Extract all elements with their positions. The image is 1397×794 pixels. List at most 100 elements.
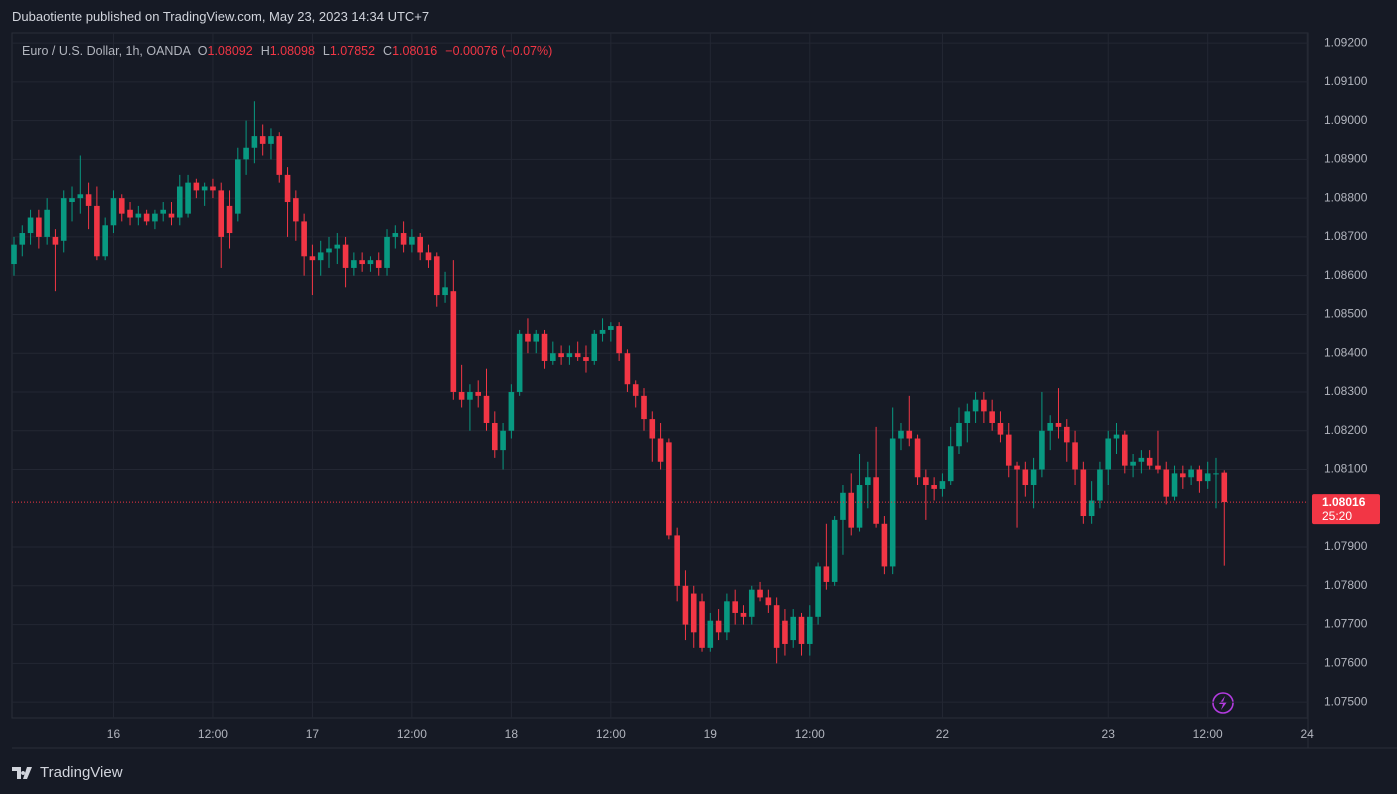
symbol: Euro / U.S. Dollar, 1h, OANDA bbox=[22, 44, 191, 58]
candle-body bbox=[616, 326, 622, 354]
candle-body bbox=[483, 395, 490, 423]
candle-body bbox=[1196, 469, 1203, 482]
candle-body bbox=[276, 136, 283, 175]
candle-body bbox=[359, 260, 365, 265]
candle-body bbox=[624, 353, 631, 385]
candle-body bbox=[1155, 465, 1161, 470]
alert-icon[interactable] bbox=[1212, 692, 1234, 714]
x-tick-label: 22 bbox=[936, 727, 950, 741]
candle-body bbox=[914, 438, 921, 478]
candle-body bbox=[641, 395, 647, 420]
candle-body bbox=[533, 333, 540, 342]
brand-logo bbox=[12, 766, 32, 779]
y-tick-label: 1.07700 bbox=[1324, 617, 1368, 631]
y-tick-label: 1.07500 bbox=[1324, 694, 1368, 708]
candle-body bbox=[226, 205, 233, 234]
candle-body bbox=[823, 566, 830, 582]
candle-body bbox=[516, 333, 523, 392]
candle-body bbox=[1030, 469, 1037, 486]
candle-body bbox=[1213, 473, 1219, 475]
candle-body bbox=[36, 217, 42, 237]
candle-body bbox=[351, 260, 357, 268]
brand[interactable]: TradingView bbox=[12, 764, 123, 781]
candle-body bbox=[782, 620, 788, 644]
candle-body bbox=[342, 244, 349, 268]
candle-body bbox=[815, 566, 821, 617]
candle-body bbox=[1121, 434, 1128, 466]
candle-body bbox=[27, 217, 34, 234]
x-tick-label: 23 bbox=[1102, 727, 1116, 741]
candle-body bbox=[740, 612, 747, 617]
candle-body bbox=[1105, 438, 1112, 470]
candle-body bbox=[1171, 473, 1178, 497]
candle-body bbox=[409, 236, 415, 245]
x-tick-label: 12:00 bbox=[397, 727, 427, 741]
candle-body bbox=[243, 147, 249, 160]
y-tick-label: 1.08700 bbox=[1324, 229, 1368, 243]
x-tick-label: 17 bbox=[306, 727, 320, 741]
candle-body bbox=[11, 244, 17, 265]
y-tick-label: 1.08300 bbox=[1324, 384, 1368, 398]
y-tick-label: 1.08800 bbox=[1324, 190, 1368, 204]
candle-body bbox=[591, 333, 598, 361]
last-price-box bbox=[1312, 494, 1380, 525]
candle-body bbox=[1130, 461, 1136, 466]
candle-body bbox=[1097, 469, 1103, 501]
candle-body bbox=[541, 333, 548, 361]
candle-body bbox=[118, 198, 125, 214]
candle-body bbox=[964, 411, 971, 423]
candle-body bbox=[690, 593, 697, 633]
y-tick-label: 1.08400 bbox=[1324, 345, 1368, 359]
candle-body bbox=[1088, 500, 1095, 517]
candle-body bbox=[558, 353, 564, 358]
candle-body bbox=[931, 485, 937, 489]
candle-body bbox=[865, 477, 871, 486]
y-tick-label: 1.09000 bbox=[1324, 113, 1368, 127]
y-tick-label: 1.08500 bbox=[1324, 307, 1368, 321]
candle-body bbox=[367, 260, 374, 265]
candle-body bbox=[574, 353, 581, 358]
candle-body bbox=[392, 233, 399, 237]
publish-title: Dubaotiente published on TradingView.com… bbox=[12, 9, 430, 24]
candle-body bbox=[1113, 434, 1120, 439]
candle-body bbox=[806, 616, 813, 644]
candle-body bbox=[757, 589, 763, 598]
x-tick-label: 19 bbox=[704, 727, 718, 741]
candle-body bbox=[251, 136, 258, 148]
alert-bolt bbox=[1219, 696, 1227, 710]
candle-body bbox=[508, 391, 515, 431]
candle-body bbox=[881, 523, 888, 567]
candle-body bbox=[666, 442, 672, 536]
candle-body bbox=[268, 136, 274, 144]
low-value: 1.07852 bbox=[329, 44, 376, 58]
candle-body bbox=[110, 198, 117, 226]
candle-body bbox=[649, 419, 656, 439]
candle-body bbox=[765, 597, 772, 606]
candle-body bbox=[632, 384, 639, 396]
candle-body bbox=[1039, 430, 1045, 470]
brand-name: TradingView bbox=[40, 764, 123, 781]
candle-body bbox=[923, 477, 929, 486]
candle-body bbox=[375, 260, 382, 268]
x-tick-label: 12:00 bbox=[198, 727, 228, 741]
candle-body bbox=[707, 620, 714, 648]
grid bbox=[12, 33, 1308, 718]
candle-body bbox=[1055, 422, 1062, 427]
candle-body bbox=[1180, 473, 1186, 478]
candle-body bbox=[699, 601, 705, 648]
candle-body bbox=[898, 430, 904, 439]
candle-body bbox=[458, 391, 465, 400]
candle-body bbox=[1204, 473, 1211, 482]
candle-body bbox=[152, 213, 158, 222]
candle-body bbox=[972, 399, 979, 412]
candle-body bbox=[1072, 442, 1078, 470]
candle-body bbox=[94, 205, 100, 257]
countdown: 25:20 bbox=[1322, 509, 1352, 523]
low-key: L bbox=[322, 44, 330, 58]
y-tick-label: 1.08200 bbox=[1324, 423, 1368, 437]
candle-body bbox=[1188, 469, 1194, 478]
candle-body bbox=[185, 182, 191, 214]
y-tick-label: 1.09100 bbox=[1324, 74, 1368, 88]
candle-body bbox=[475, 391, 482, 396]
